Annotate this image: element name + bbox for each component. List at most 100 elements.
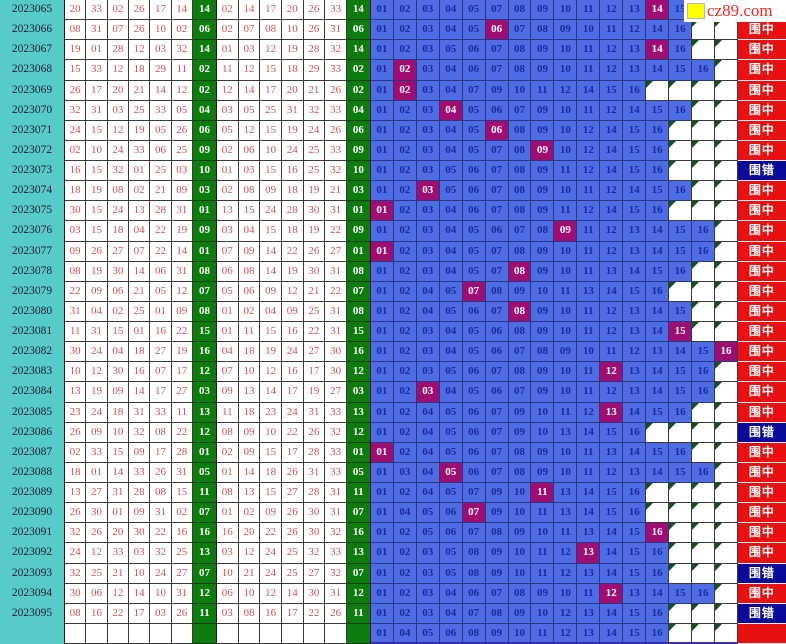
covered-num-cell: 08 [508, 201, 532, 222]
sorted-num-cell: 10 [260, 140, 282, 161]
covered-num-cell: 14 [646, 583, 670, 604]
covered-num-cell: 01 [370, 442, 394, 463]
sorted-num-cell: 22 [303, 322, 326, 343]
draw-num-cell: 04 [128, 221, 151, 242]
draw-num-cell: 18 [128, 60, 151, 81]
result-cell: 围中 [737, 40, 786, 61]
empty-pad-cell [714, 603, 738, 624]
sorted-num-cell: 33 [325, 60, 347, 81]
draw-num-cell: 18 [107, 221, 129, 242]
draw-num-cell: 14 [171, 0, 193, 21]
draw-num-cell: 24 [65, 120, 87, 141]
draw-num-cell: 32 [171, 40, 193, 61]
covered-num-cell: 02 [393, 140, 417, 161]
draw-num-cell: 32 [128, 422, 151, 443]
sorted-num-cell: 15 [238, 201, 261, 222]
sorted-num-cell: 08 [216, 483, 239, 504]
covered-num-cell: 14 [600, 563, 624, 584]
draw-num-cell: 07 [107, 20, 129, 41]
sorted-num-cell: 07 [216, 362, 239, 383]
table-row: 2023090 26 30 01 09 31 02 07 01 02 09 26 30 31 07 01 04 0… [0, 503, 786, 524]
draw-num-cell: 25 [171, 543, 193, 564]
result-cell: 围中 [737, 301, 786, 322]
covered-num-cell: 07 [462, 523, 486, 544]
sorted-num-cell: 33 [325, 442, 347, 463]
sorted-num-cell: 09 [281, 301, 304, 322]
covered-num-cell: 11 [554, 402, 578, 423]
covered-num-cell: 09 [531, 201, 555, 222]
covered-num-cell: 16 [669, 100, 693, 121]
covered-num-cell: 16 [692, 60, 715, 81]
blue-ball-cell: 07 [192, 563, 217, 584]
site-logo[interactable]: cz89.com [684, 0, 786, 22]
covered-num-cell: 05 [462, 241, 486, 262]
sorted-num-cell: 04 [216, 342, 239, 363]
covered-num-cell: 01 [370, 362, 394, 383]
sorted-num-cell: 31 [325, 261, 347, 282]
sorted-num-cell: 11 [216, 402, 239, 423]
draw-num-cell: 33 [107, 543, 129, 564]
covered-num-cell: 13 [600, 261, 624, 282]
draw-num-cell: 14 [128, 382, 151, 403]
covered-num-cell: 08 [485, 523, 509, 544]
empty-pad-cell [692, 563, 715, 584]
sorted-num-cell: 22 [281, 241, 304, 262]
covered-num-cell: 05 [416, 623, 440, 644]
covered-num-cell: 02 [393, 100, 417, 121]
covered-num-cell: 04 [439, 342, 463, 363]
period-cell: 2023093 [0, 563, 65, 584]
covered-num-cell: 11 [531, 543, 555, 564]
covered-num-cell: 06 [462, 442, 486, 463]
sorted-num-cell: 22 [325, 281, 347, 302]
covered-num-cell: 04 [439, 20, 463, 41]
sorted-num-cell: 18 [238, 342, 261, 363]
table-row: 2023073 16 15 32 01 25 03 10 01 03 15 16 25 32 10 01 02 0… [0, 161, 786, 182]
covered-num-cell: 15 [623, 563, 647, 584]
covered-num-cell: 03 [416, 120, 440, 141]
draw-num-cell: 09 [171, 181, 193, 202]
sorted-num-cell: 31 [325, 20, 347, 41]
empty-pad-cell [714, 20, 738, 41]
sorted-num-cell: 21 [303, 80, 326, 101]
sorted-num-cell: 30 [303, 201, 326, 222]
sorted-num-cell: 19 [260, 342, 282, 363]
covered-num-cell: 09 [485, 623, 509, 644]
covered-num-cell: 01 [370, 40, 394, 61]
period-cell: 2023087 [0, 442, 65, 463]
sorted-num-cell: 26 [303, 20, 326, 41]
sorted-num-cell: 09 [238, 422, 261, 443]
sorted-num-cell: 24 [260, 201, 282, 222]
draw-num-cell: 09 [128, 503, 151, 524]
covered-num-cell: 04 [416, 483, 440, 504]
empty-pad-cell [646, 483, 670, 504]
sorted-num-cell: 14 [281, 583, 304, 604]
blue-ball-repeat-cell: 01 [346, 241, 371, 262]
blue-ball-cell: 14 [192, 0, 217, 21]
covered-num-cell: 06 [485, 382, 509, 403]
covered-num-cell: 03 [416, 382, 440, 403]
sorted-num-cell: 12 [216, 80, 239, 101]
table-row: 2023075 30 15 24 13 28 31 01 13 15 24 28 30 31 01 01 02 0… [0, 201, 786, 222]
empty-pad-cell [669, 140, 693, 161]
blue-ball-cell: 07 [192, 281, 217, 302]
covered-num-cell: 12 [600, 181, 624, 202]
draw-num-cell: 30 [65, 201, 87, 222]
covered-num-cell: 07 [485, 362, 509, 383]
result-cell: 围中 [737, 402, 786, 423]
table-row: 01 04 05 06 08 09 10 11 12 13 14 15 16 [0, 623, 786, 644]
covered-num-cell: 12 [554, 543, 578, 564]
draw-num-cell: 30 [107, 362, 129, 383]
covered-num-cell: 04 [439, 120, 463, 141]
covered-num-cell: 02 [393, 40, 417, 61]
covered-num-cell: 10 [531, 422, 555, 443]
blue-ball-cell: 12 [192, 583, 217, 604]
sorted-num-cell: 19 [303, 382, 326, 403]
covered-num-cell: 15 [600, 80, 624, 101]
draw-num-cell: 09 [107, 382, 129, 403]
covered-num-cell: 08 [462, 563, 486, 584]
blue-ball-repeat-cell: 09 [346, 140, 371, 161]
covered-num-cell: 05 [439, 483, 463, 504]
draw-num-cell: 23 [65, 402, 87, 423]
covered-num-cell: 13 [646, 342, 670, 363]
draw-num-cell: 09 [128, 442, 151, 463]
